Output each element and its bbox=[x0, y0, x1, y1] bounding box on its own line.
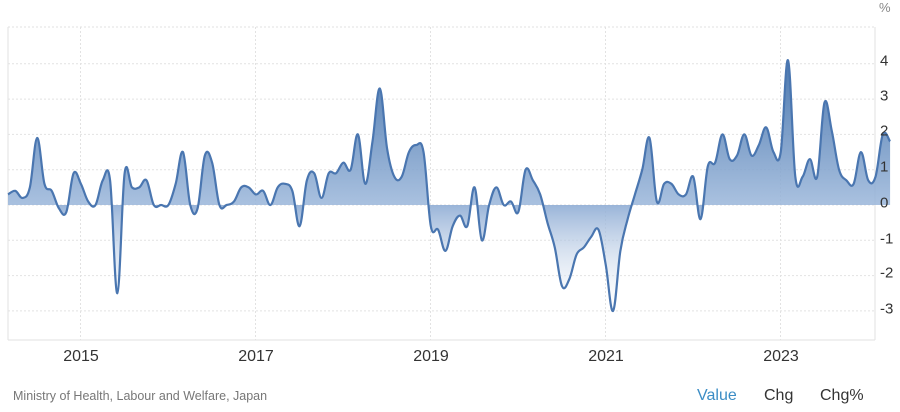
negative-area-fill bbox=[8, 205, 891, 311]
y-axis-unit-label: % bbox=[879, 0, 891, 15]
x-tick-label: 2017 bbox=[238, 348, 274, 365]
y-tick-label: -3 bbox=[880, 300, 894, 318]
value-toggle-button[interactable]: Value bbox=[697, 387, 737, 404]
x-tick-label: 2015 bbox=[63, 348, 99, 365]
y-tick-label: 3 bbox=[880, 87, 889, 105]
x-tick-label: 2023 bbox=[763, 348, 799, 365]
y-tick-label: 2 bbox=[880, 122, 889, 140]
chg-toggle-button[interactable]: Chg bbox=[764, 387, 794, 404]
y-tick-label: 0 bbox=[880, 194, 889, 212]
data-area bbox=[8, 60, 891, 311]
y-tick-label: 4 bbox=[880, 52, 889, 70]
chg-percent-toggle-button[interactable]: Chg% bbox=[820, 387, 864, 404]
y-tick-label: 1 bbox=[880, 158, 889, 176]
positive-area-fill bbox=[8, 60, 891, 205]
y-tick-label: -1 bbox=[880, 230, 894, 248]
x-tick-label: 2019 bbox=[413, 348, 449, 365]
x-tick-label: 2021 bbox=[588, 348, 624, 365]
data-source-label: Ministry of Health, Labour and Welfare, … bbox=[13, 389, 268, 403]
data-line bbox=[7, 59, 892, 313]
y-tick-label: -2 bbox=[880, 264, 894, 282]
